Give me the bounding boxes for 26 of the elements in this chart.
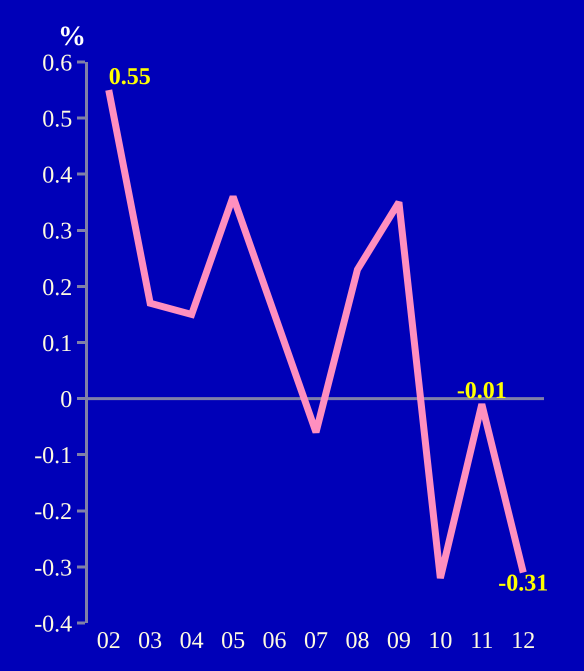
x-tick-label: 11 [470, 628, 494, 654]
x-tick-label: 06 [262, 628, 287, 654]
y-tick-label: -0.4 [34, 611, 72, 638]
y-tick-label: 0.1 [42, 330, 72, 357]
y-tick-label: -0.1 [34, 443, 72, 470]
x-tick-label: 03 [138, 628, 162, 654]
y-tick-label: 0.6 [42, 50, 72, 76]
y-tick-label: 0.4 [42, 162, 72, 189]
y-tick-label: 0.5 [42, 106, 72, 132]
y-tick-label: -0.2 [34, 499, 72, 526]
x-tick-label: 10 [428, 628, 452, 654]
y-tick-label: 0.3 [42, 218, 72, 245]
x-tick-label: 04 [180, 628, 204, 654]
data-label: 0.55 [108, 64, 151, 90]
data-label: -0.01 [456, 378, 507, 404]
data-label: -0.31 [498, 570, 548, 597]
y-axis-title: % [58, 21, 86, 52]
x-tick-label: 05 [221, 628, 246, 654]
y-tick-label: 0.2 [42, 274, 72, 301]
x-tick-label: 07 [304, 628, 328, 654]
y-tick-label: 0 [60, 387, 72, 413]
y-tick-label: -0.3 [34, 555, 72, 582]
x-tick-label: 09 [386, 628, 411, 654]
x-tick-label: 08 [345, 628, 370, 654]
x-tick-label: 02 [96, 628, 121, 654]
x-tick-label: 12 [511, 628, 536, 654]
